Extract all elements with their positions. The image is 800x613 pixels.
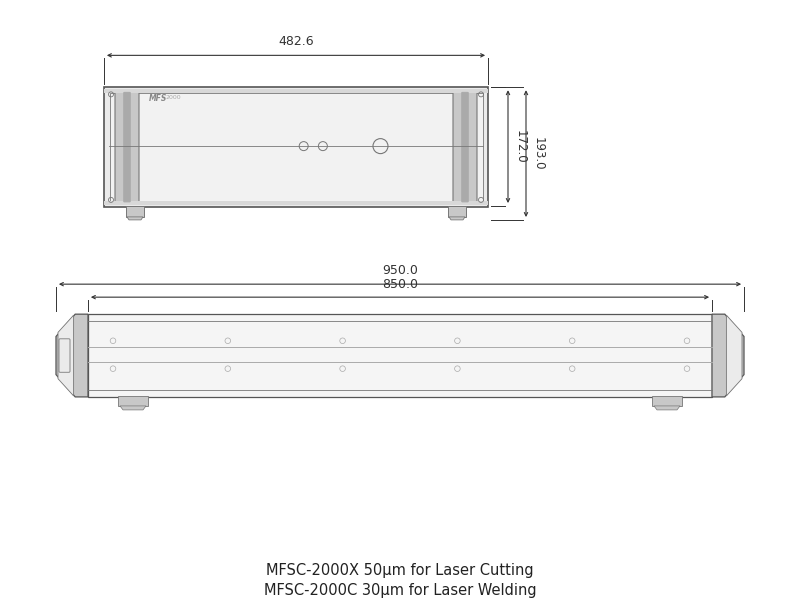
Bar: [104, 89, 488, 93]
Text: 482.6: 482.6: [278, 36, 314, 48]
FancyBboxPatch shape: [462, 93, 468, 202]
Bar: [104, 87, 488, 207]
Text: MFSC-2000C 30μm for Laser Welding: MFSC-2000C 30μm for Laser Welding: [264, 584, 536, 598]
Polygon shape: [56, 314, 88, 397]
Text: MFS: MFS: [149, 94, 167, 104]
FancyBboxPatch shape: [59, 339, 70, 372]
FancyBboxPatch shape: [115, 90, 139, 204]
Polygon shape: [654, 406, 680, 410]
Text: MFSC-2000X 50μm for Laser Cutting: MFSC-2000X 50μm for Laser Cutting: [266, 563, 534, 579]
Polygon shape: [120, 406, 146, 410]
Text: 172.0: 172.0: [514, 130, 526, 164]
FancyBboxPatch shape: [453, 90, 477, 204]
Bar: [88, 314, 712, 397]
FancyBboxPatch shape: [126, 206, 144, 217]
Bar: [110, 93, 482, 202]
Bar: [104, 202, 488, 205]
Polygon shape: [449, 217, 465, 220]
Text: 850.0: 850.0: [382, 278, 418, 291]
Text: 950.0: 950.0: [382, 264, 418, 277]
Polygon shape: [58, 315, 74, 396]
FancyBboxPatch shape: [448, 206, 466, 217]
Text: 193.0: 193.0: [531, 137, 545, 170]
Text: 2000: 2000: [166, 95, 182, 100]
Bar: [118, 396, 148, 406]
Polygon shape: [712, 314, 744, 397]
Polygon shape: [127, 217, 143, 220]
Bar: [652, 396, 682, 406]
FancyBboxPatch shape: [124, 93, 130, 202]
Polygon shape: [726, 315, 742, 396]
